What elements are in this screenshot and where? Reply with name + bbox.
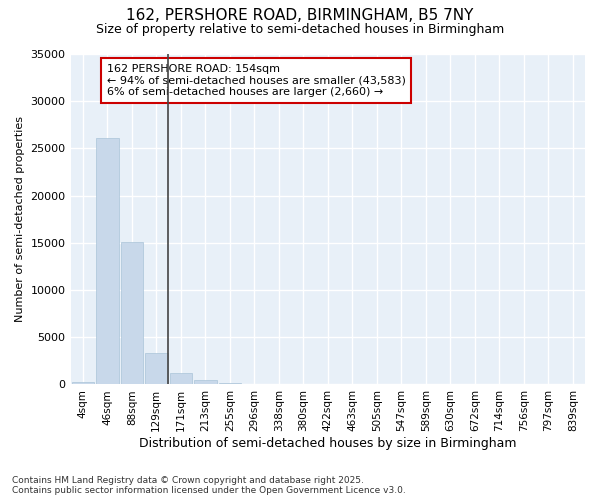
Text: 162 PERSHORE ROAD: 154sqm
← 94% of semi-detached houses are smaller (43,583)
6% : 162 PERSHORE ROAD: 154sqm ← 94% of semi-…	[107, 64, 406, 97]
Text: 162, PERSHORE ROAD, BIRMINGHAM, B5 7NY: 162, PERSHORE ROAD, BIRMINGHAM, B5 7NY	[127, 8, 473, 22]
X-axis label: Distribution of semi-detached houses by size in Birmingham: Distribution of semi-detached houses by …	[139, 437, 517, 450]
Bar	[96, 138, 119, 384]
Text: Size of property relative to semi-detached houses in Birmingham: Size of property relative to semi-detach…	[96, 22, 504, 36]
Bar	[194, 380, 217, 384]
Bar	[145, 354, 167, 384]
Bar	[71, 382, 94, 384]
Text: Contains HM Land Registry data © Crown copyright and database right 2025.
Contai: Contains HM Land Registry data © Crown c…	[12, 476, 406, 495]
Bar	[121, 242, 143, 384]
Bar	[170, 373, 192, 384]
Y-axis label: Number of semi-detached properties: Number of semi-detached properties	[15, 116, 25, 322]
Bar	[218, 382, 241, 384]
